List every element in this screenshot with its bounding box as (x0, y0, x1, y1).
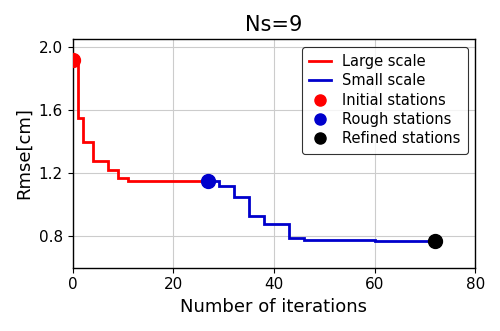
Title: Ns=9: Ns=9 (246, 15, 302, 35)
Point (68, 57, 76, 63)
X-axis label: Number of iterations: Number of iterations (180, 298, 368, 316)
Y-axis label: Rmse[cm]: Rmse[cm] (15, 108, 33, 200)
Legend: Large scale, Small scale, Initial stations, Rough stations, Refined stations: Large scale, Small scale, Initial statio… (302, 47, 468, 154)
Point (204, 178, 212, 184)
Point (431, 238, 439, 244)
